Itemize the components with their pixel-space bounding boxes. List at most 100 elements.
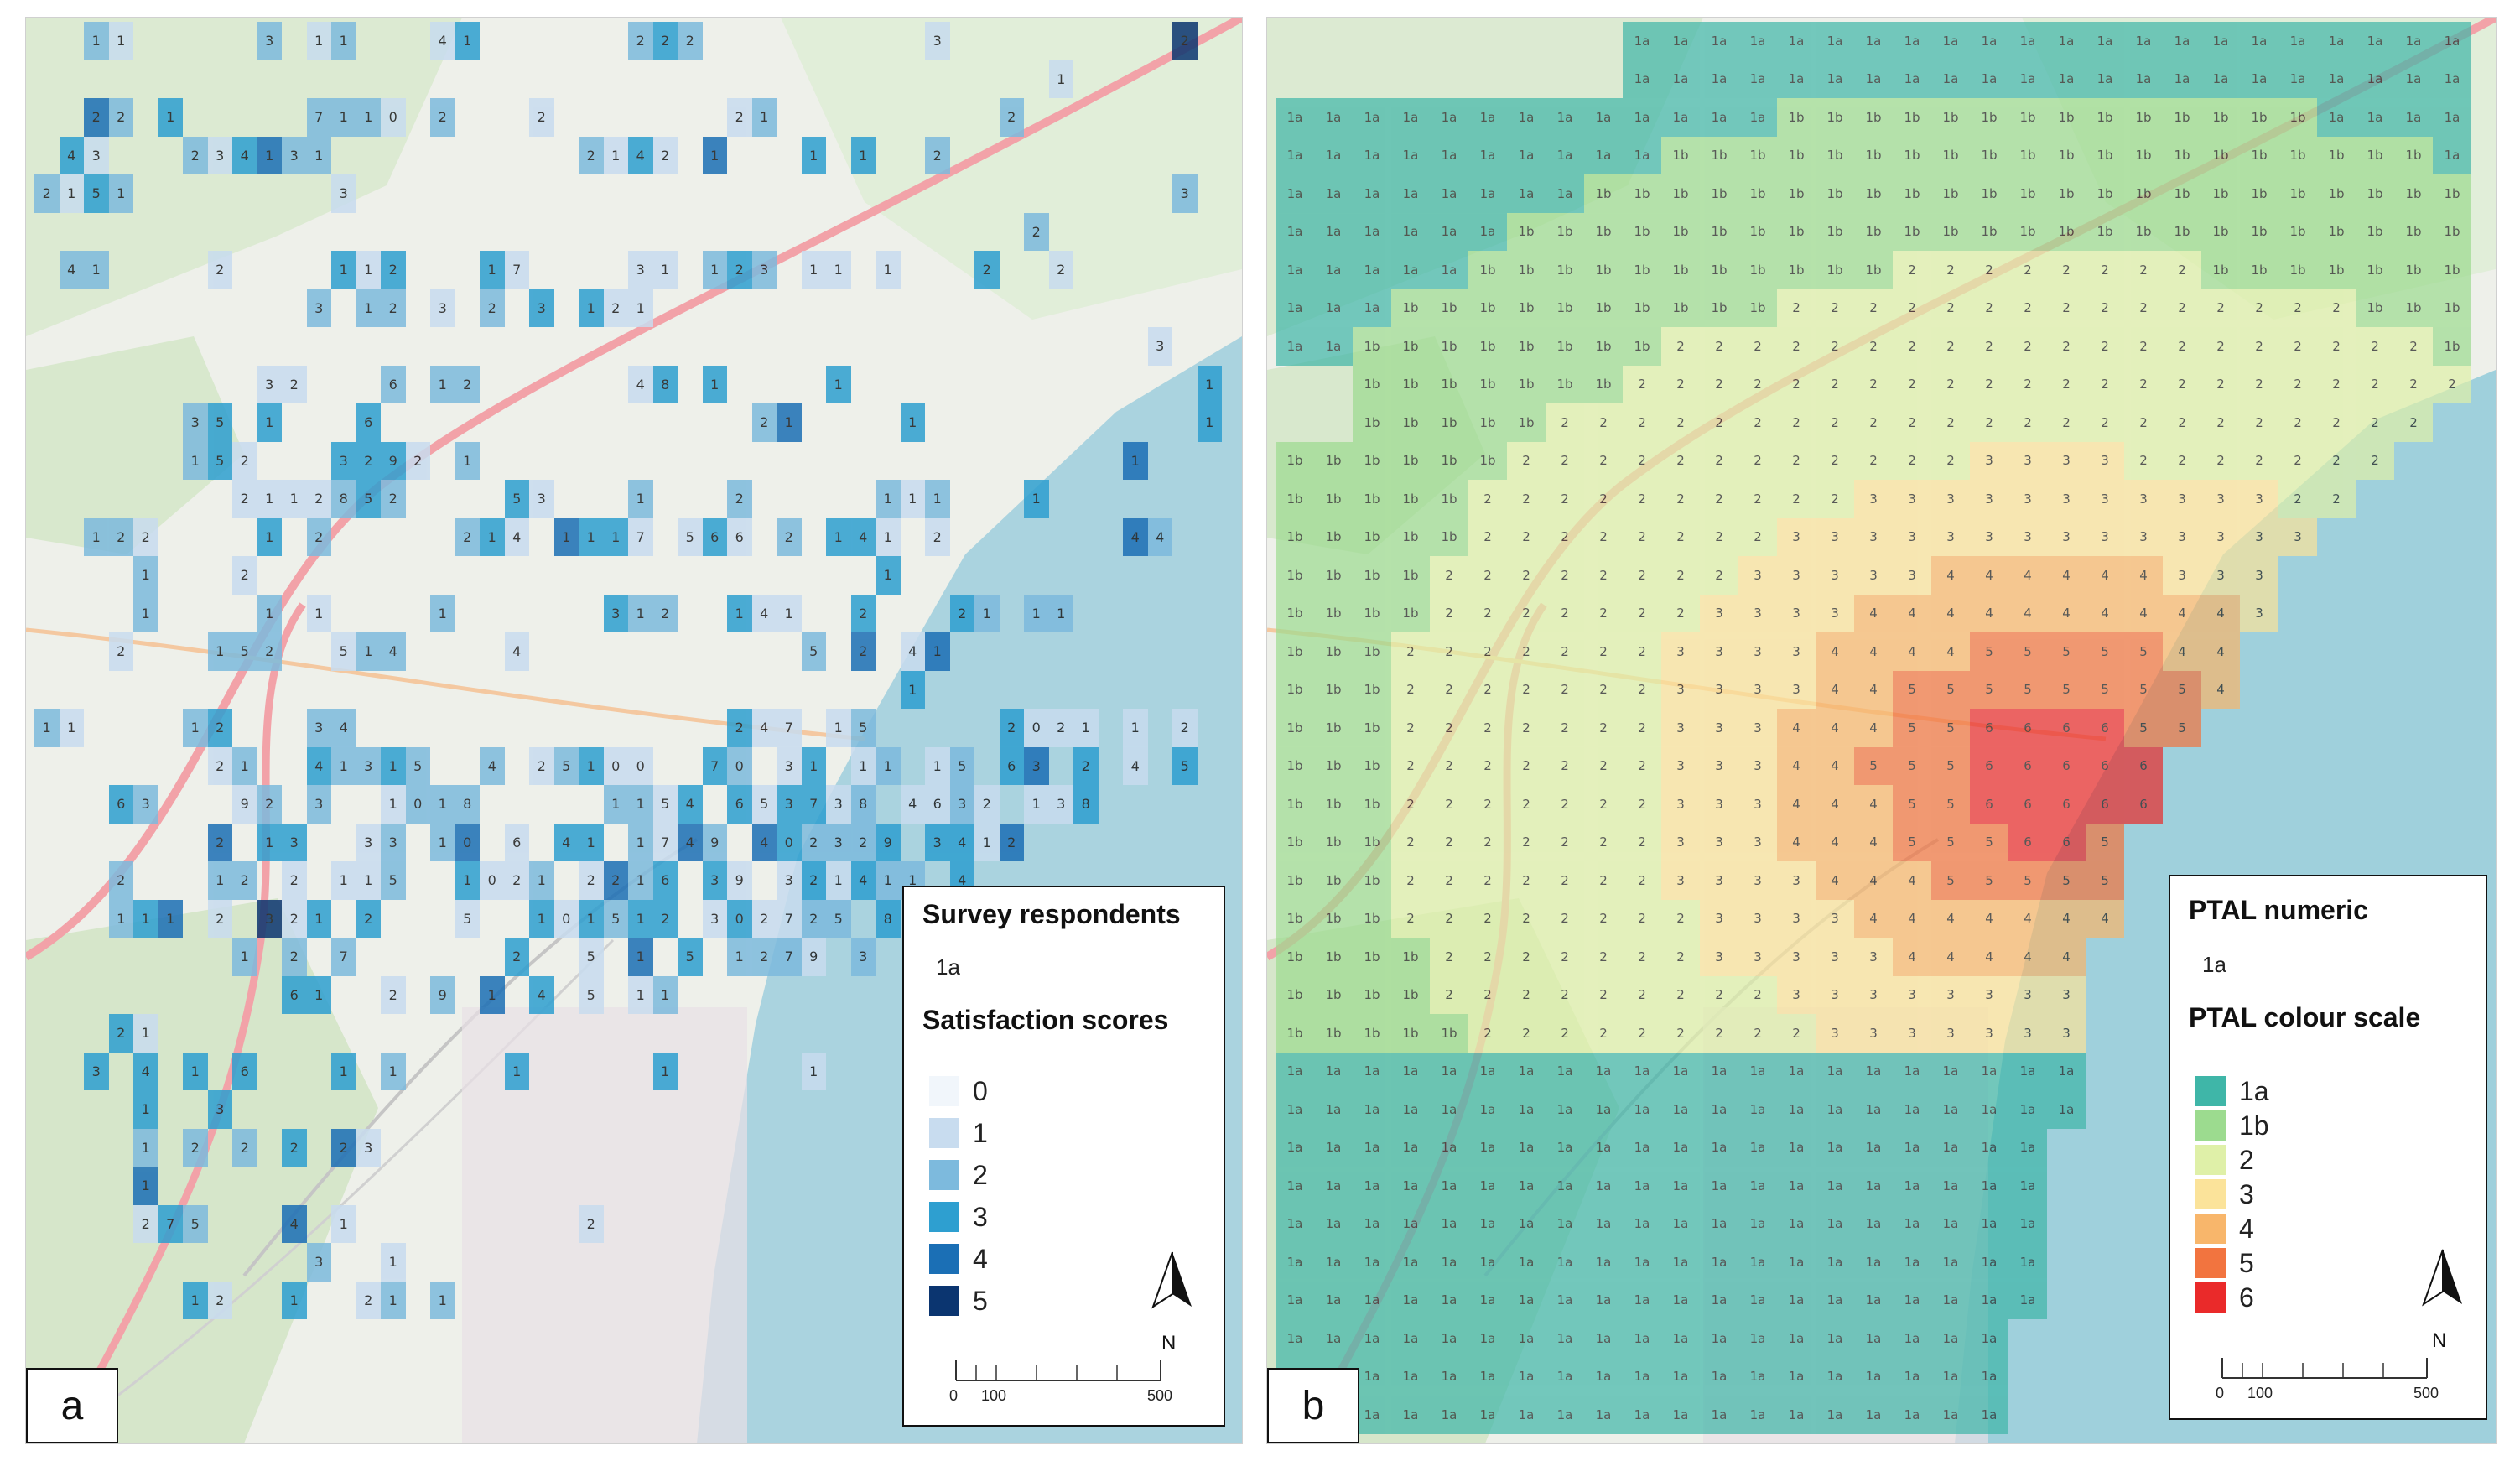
- grid-cell: 2: [207, 1281, 232, 1319]
- grid-cell: 2: [1468, 709, 1507, 747]
- grid-cell: 3: [2047, 1014, 2086, 1053]
- grid-cell: 2: [1700, 403, 1738, 442]
- grid-cell: 1a: [1854, 1204, 1893, 1243]
- grid-cell: 1a: [1777, 1319, 1816, 1358]
- grid-cell: 1: [356, 98, 381, 137]
- grid-cell: 1a: [1353, 1052, 1391, 1090]
- grid-cell: 1: [1123, 441, 1148, 480]
- grid-cell: 2: [1507, 632, 1546, 671]
- grid-cell: 5: [356, 480, 381, 518]
- grid-cell: 2: [1970, 289, 2008, 327]
- grid-cell: 2: [1048, 709, 1073, 747]
- grid-cell: 1a: [1391, 251, 1430, 289]
- grid-cell: 2: [381, 251, 406, 289]
- grid-cell: 1: [232, 746, 257, 785]
- grid-cell: 1a: [1391, 1319, 1430, 1358]
- grid-cell: 3: [1024, 746, 1049, 785]
- grid-cell: 5: [1893, 709, 1931, 747]
- scale-label-0: 0: [2216, 1385, 2225, 1401]
- grid-cell: 1b: [1353, 823, 1391, 861]
- grid-cell: 1b: [1700, 136, 1738, 174]
- grid-cell: 1a: [1661, 1204, 1700, 1243]
- grid-cell: 5: [678, 938, 703, 976]
- grid-cell: 1: [1123, 709, 1148, 747]
- grid-cell: 2: [1048, 251, 1073, 289]
- grid-cell: 2: [1546, 785, 1584, 824]
- grid-cell: 1: [331, 1052, 356, 1090]
- map-panel-b[interactable]: 1a 1a 1a 1a 1a 1a 1a 1a 1a 1a 1a 1a 1a 1a 1a 1a 1a 1a 1a 1a…: [1266, 17, 2497, 1444]
- grid-cell: 5: [183, 1204, 208, 1243]
- grid-cell: 1: [133, 594, 158, 632]
- grid-cell: 5: [455, 899, 480, 938]
- grid-cell: 1b: [1700, 174, 1738, 213]
- grid-cell: 6: [356, 403, 381, 442]
- grid-cell: 2: [1584, 441, 1623, 480]
- grid-cell: 1: [900, 403, 925, 442]
- grid-cell: 2: [1931, 403, 1970, 442]
- grid-cell: 6: [2008, 785, 2047, 824]
- grid-cell: 1b: [1468, 441, 1507, 480]
- grid-cell: 1: [603, 517, 628, 556]
- grid-cell: 1b: [1584, 212, 1623, 251]
- grid-cell: 1b: [2317, 174, 2356, 213]
- grid-cell: 1b: [1738, 251, 1777, 289]
- grid-cell: 2: [1430, 823, 1468, 861]
- grid-cell: 1b: [1314, 517, 1353, 556]
- grid-cell: 2: [1584, 517, 1623, 556]
- grid-cell: 6: [2086, 746, 2124, 785]
- grid-cell: 3: [1777, 517, 1816, 556]
- grid-cell: 2: [1661, 1014, 1700, 1053]
- grid-cell: 2: [1507, 861, 1546, 900]
- grid-cell: 2: [1507, 556, 1546, 595]
- grid-cell: 4: [850, 517, 876, 556]
- grid-cell: 4: [2047, 899, 2086, 938]
- grid-cell: 3: [257, 899, 282, 938]
- grid-cell: 4: [59, 136, 84, 174]
- grid-cell: 1a: [1700, 1052, 1738, 1090]
- grid-cell: 1a: [1584, 1128, 1623, 1167]
- grid-cell: 3: [2008, 480, 2047, 518]
- grid-cell: 1a: [1276, 1090, 1314, 1129]
- grid-cell: 2: [1430, 785, 1468, 824]
- grid-cell: 2: [1507, 670, 1546, 709]
- grid-cell: 1a: [2163, 60, 2201, 98]
- grid-cell: 1: [84, 22, 109, 60]
- grid-cell: 1a: [1584, 1090, 1623, 1129]
- grid-cell: 3: [628, 251, 653, 289]
- scale-label-500: 500: [1147, 1387, 1173, 1404]
- grid-cell: 1a: [1738, 22, 1777, 60]
- grid-cell: 2: [974, 785, 1000, 824]
- grid-cell: 1b: [1507, 403, 1546, 442]
- grid-cell: 8: [876, 899, 901, 938]
- grid-cell: 3: [826, 785, 851, 824]
- grid-cell: 1a: [1893, 1281, 1931, 1319]
- grid-cell: 1b: [2356, 251, 2394, 289]
- grid-cell: 2: [2124, 251, 2163, 289]
- grid-cell: 5: [1970, 861, 2008, 900]
- grid-cell: 2: [1623, 1014, 1661, 1053]
- grid-cell: 2: [1507, 975, 1546, 1014]
- grid-cell: 2: [1468, 594, 1507, 632]
- grid-cell: 5: [2086, 823, 2124, 861]
- grid-cell: 1a: [1623, 60, 1661, 98]
- grid-cell: 3: [826, 823, 851, 861]
- grid-cell: 5: [1931, 823, 1970, 861]
- grid-cell: 1a: [1507, 1167, 1546, 1205]
- grid-cell: 6: [925, 785, 950, 824]
- grid-cell: 1a: [2240, 22, 2278, 60]
- grid-cell: 1b: [1353, 670, 1391, 709]
- grid-cell: 1: [777, 403, 802, 442]
- grid-cell: 2: [1738, 327, 1777, 366]
- grid-cell: 3: [1970, 517, 2008, 556]
- grid-cell: 2: [2086, 289, 2124, 327]
- grid-cell: 1a: [1931, 1357, 1970, 1396]
- grid-cell: 1a: [2086, 22, 2124, 60]
- grid-cell: 0: [480, 861, 505, 900]
- grid-cell: 1a: [1700, 1090, 1738, 1129]
- grid-cell: 2: [1391, 861, 1430, 900]
- grid-cell: 2: [2317, 365, 2356, 403]
- grid-cell: 1a: [1507, 1128, 1546, 1167]
- grid-cell: 4: [1816, 861, 1854, 900]
- grid-cell: 1b: [1391, 975, 1430, 1014]
